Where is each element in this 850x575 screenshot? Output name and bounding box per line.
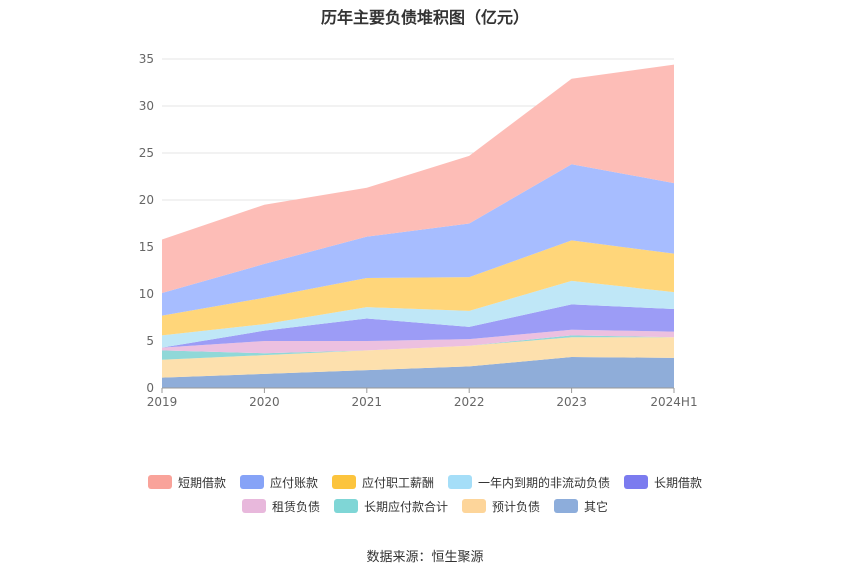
area-series-6 xyxy=(162,240,674,336)
legend-label: 长期应付款合计 xyxy=(363,499,448,514)
y-tick-label: 25 xyxy=(139,146,154,160)
data-source: 数据来源：恒生聚源 xyxy=(366,550,484,565)
area-series-3 xyxy=(162,329,674,354)
x-tick-label: 2021 xyxy=(352,395,383,409)
legend-swatch xyxy=(333,499,358,513)
legend-swatch xyxy=(624,475,649,489)
area-series xyxy=(162,64,674,388)
area-series-7 xyxy=(162,164,674,316)
legend-label: 预计负债 xyxy=(492,499,541,514)
legend-swatch xyxy=(462,499,486,513)
area-series-2 xyxy=(162,335,674,360)
x-tick-label: 2020 xyxy=(249,395,280,409)
legend-label: 应付职工薪酬 xyxy=(361,475,434,490)
y-tick-label: 0 xyxy=(146,381,154,395)
legend-item[interactable]: 短期借款 xyxy=(147,474,226,491)
y-tick-label: 10 xyxy=(139,287,154,301)
area-series-5 xyxy=(162,280,674,348)
legend-item[interactable]: 应付职工薪酬 xyxy=(331,474,434,491)
legend-item[interactable]: 预计负债 xyxy=(462,498,540,515)
y-tick-label: 30 xyxy=(139,99,154,113)
legend-item[interactable]: 租赁负债 xyxy=(241,498,320,515)
stacked-area-chart: 0 5 10 15 20 25 30 35 2019 2020 2021 2022 2023 2024H1 xyxy=(139,52,698,409)
legend-item[interactable]: 长期借款 xyxy=(624,474,702,491)
area-series-4 xyxy=(162,304,674,348)
legend-swatch xyxy=(239,475,264,489)
x-tick-label: 2022 xyxy=(454,395,485,409)
area-series-8 xyxy=(162,64,674,294)
legend-swatch xyxy=(147,475,172,489)
legend-swatch xyxy=(554,499,579,513)
x-tick-label: 2023 xyxy=(556,395,587,409)
y-tick-label: 20 xyxy=(139,193,154,207)
legend-label: 短期借款 xyxy=(177,475,226,490)
legend-item[interactable]: 应付账款 xyxy=(239,474,318,491)
legend: 短期借款 应付账款 应付职工薪酬 一年内到期的非流动负债 长期借款 租赁负债 长期应付款合… xyxy=(0,470,850,518)
y-tick-label: 5 xyxy=(146,334,154,348)
y-tick-label: 15 xyxy=(139,240,154,254)
chart-title: 历年主要负债堆积图（亿元） xyxy=(320,8,529,27)
legend-item[interactable]: 其它 xyxy=(554,498,608,515)
x-tick-label: 2019 xyxy=(147,395,178,409)
y-tick-label: 35 xyxy=(139,52,154,66)
legend-item[interactable]: 长期应付款合计 xyxy=(333,498,448,515)
legend-swatch xyxy=(331,475,356,489)
legend-swatch xyxy=(448,475,472,489)
legend-label: 其它 xyxy=(584,499,609,514)
legend-label: 一年内到期的非流动负债 xyxy=(478,475,611,490)
legend-item[interactable]: 一年内到期的非流动负债 xyxy=(448,474,610,491)
legend-swatch xyxy=(241,499,266,513)
area-series-0 xyxy=(162,356,674,388)
legend-row: 租赁负债 长期应付款合计 预计负债 其它 xyxy=(0,494,850,518)
x-tick-label: 2024H1 xyxy=(650,395,697,409)
legend-label: 租赁负债 xyxy=(271,499,320,514)
axes: 0 5 10 15 20 25 30 35 2019 2020 2021 2022 2023 2024H1 xyxy=(139,52,698,409)
legend-label: 长期借款 xyxy=(654,475,703,490)
legend-label: 应付账款 xyxy=(269,475,318,490)
area-series-1 xyxy=(162,337,674,378)
legend-row: 短期借款 应付账款 应付职工薪酬 一年内到期的非流动负债 长期借款 xyxy=(0,470,850,494)
